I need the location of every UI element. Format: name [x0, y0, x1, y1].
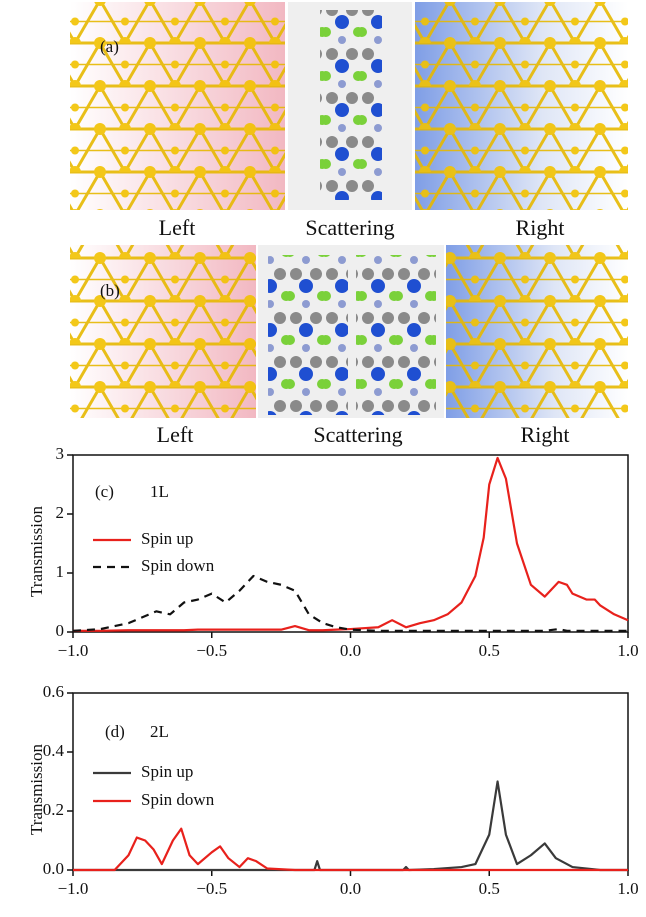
y-axis-label: Transmission: [27, 743, 46, 835]
region-label: Scattering: [305, 215, 394, 240]
panel-label: (a): [100, 37, 119, 56]
region-label: Left: [159, 215, 196, 240]
region-label: Left: [157, 422, 194, 447]
y-tick-label: 0.4: [43, 741, 65, 760]
annotation: 2L: [150, 722, 169, 741]
x-tick-label: 0.0: [340, 879, 361, 898]
annotation: (c): [95, 482, 114, 501]
region-label: Scattering: [313, 422, 402, 447]
region-label: Right: [521, 422, 570, 447]
x-tick-label: 1.0: [617, 879, 638, 898]
y-tick-label: 3: [56, 444, 65, 463]
x-tick-label: −0.5: [196, 879, 227, 898]
legend-label: Spin down: [141, 790, 215, 809]
y-tick-label: 1: [56, 562, 65, 581]
chart: −1.0 −0.5 0.0 0.5 1.0 0.0 0.2 0.4 0.6 Transmissio…: [27, 682, 639, 898]
x-tick-label: −0.5: [196, 641, 227, 660]
panel-label: (b): [100, 281, 120, 300]
region-label: Right: [516, 215, 565, 240]
x-tick-label: 0.0: [340, 641, 361, 660]
y-tick-label: 0.2: [43, 800, 64, 819]
y-tick-label: 0.0: [43, 859, 64, 878]
y-axis-label: Transmission: [27, 505, 46, 597]
x-tick-label: −1.0: [58, 641, 89, 660]
annotation: 1L: [150, 482, 169, 501]
panel-b: (b) Left Scattering Right: [70, 245, 628, 447]
legend-label: Spin up: [141, 762, 193, 781]
x-tick-label: 0.5: [479, 879, 500, 898]
series-line: [72, 574, 628, 632]
panel-a: (a) Left Scattering Right: [70, 2, 628, 240]
series-line: [73, 456, 629, 632]
legend-label: Spin up: [141, 529, 193, 548]
x-tick-label: −1.0: [58, 879, 89, 898]
x-tick-label: 1.0: [617, 641, 638, 660]
legend-label: Spin down: [141, 556, 215, 575]
series-line: [73, 827, 628, 872]
y-tick-label: 0.6: [43, 682, 64, 701]
chart: −1.0 −0.5 0.0 0.5 1.0 0 1 2 3 Transmission (c) 1L Sp…: [27, 444, 639, 660]
x-tick-label: 0.5: [479, 641, 500, 660]
y-tick-label: 0: [56, 621, 65, 640]
annotation: (d): [105, 722, 125, 741]
y-tick-label: 2: [56, 503, 65, 522]
